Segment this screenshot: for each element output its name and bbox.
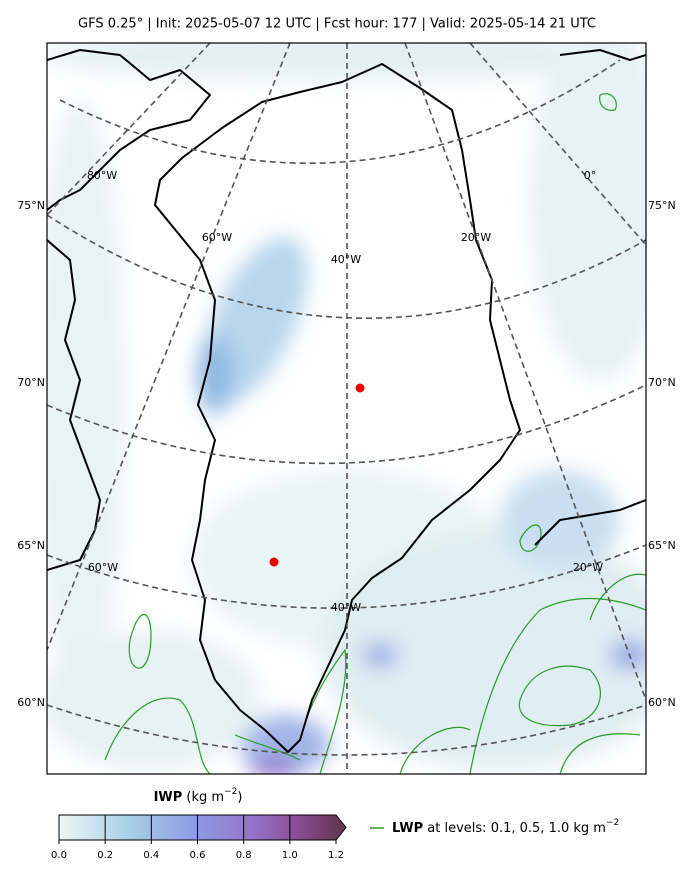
lat-label: 75°N	[17, 199, 45, 212]
colorbar-tick-label: 0.6	[190, 850, 206, 861]
colorbar-tick-label: 1.2	[328, 850, 344, 861]
colorbar-extend	[336, 815, 346, 840]
lat-label: 70°N	[17, 376, 45, 389]
colorbar-tick-label: 0.4	[143, 850, 159, 861]
colorbar-label: IWP (kg m−2)	[154, 787, 243, 805]
lat-label: 60°N	[648, 696, 676, 709]
marker	[355, 383, 365, 393]
lon-label: 0°	[584, 169, 597, 182]
legend-text: LWP at levels: 0.1, 0.5, 1.0 kg m−2	[392, 818, 619, 836]
colorbar-tick-label: 0.8	[236, 850, 252, 861]
lon-label: 40°W	[331, 601, 361, 614]
title: GFS 0.25° | Init: 2025-05-07 12 UTC | Fc…	[78, 17, 596, 32]
lon-label: 60°W	[202, 231, 232, 244]
legend-exp: −2	[606, 818, 619, 828]
lon-label: 40°W	[331, 253, 361, 266]
lat-label: 70°N	[648, 376, 676, 389]
colorbar-unit: (kg m	[186, 790, 224, 805]
coastlines	[47, 49, 646, 753]
lat-label: 65°N	[17, 539, 45, 552]
lon-label: 20°W	[573, 561, 603, 574]
marker	[269, 557, 279, 567]
lat-labels: 75°N 70°N 65°N 60°N 75°N 70°N 65°N 60°N	[17, 199, 675, 709]
colorbar-tick-label: 0.2	[97, 850, 113, 861]
colorbar-tick-label: 0.0	[51, 850, 67, 861]
colorbar-unit-close: )	[237, 790, 242, 805]
lat-label: 75°N	[648, 199, 676, 212]
iwp-field	[47, 43, 646, 774]
colorbar-tick-label: 1.0	[282, 850, 298, 861]
lat-label: 60°N	[17, 696, 45, 709]
legend-levels: at levels: 0.1, 0.5, 1.0 kg m	[427, 821, 606, 836]
colorbar-var: IWP	[154, 790, 183, 805]
lon-label: 20°W	[461, 231, 491, 244]
colorbar-unit-exp: −2	[224, 787, 237, 797]
lon-labels: 80°W 0° 60°W 40°W 20°W 60°W 40°W 20°W	[87, 169, 603, 614]
colorbar-ticks: 0.0 0.2 0.4 0.6 0.8 1.0 1.2	[51, 815, 344, 861]
lon-label: 60°W	[88, 561, 118, 574]
map-frame	[46, 42, 647, 775]
map: 80°W 0° 60°W 40°W 20°W 60°W 40°W 20°W	[47, 43, 646, 774]
graticule	[47, 43, 646, 774]
lwp-contours	[104, 93, 646, 774]
lon-label: 80°W	[87, 169, 117, 182]
lat-label: 65°N	[648, 539, 676, 552]
legend-var: LWP	[392, 821, 423, 836]
